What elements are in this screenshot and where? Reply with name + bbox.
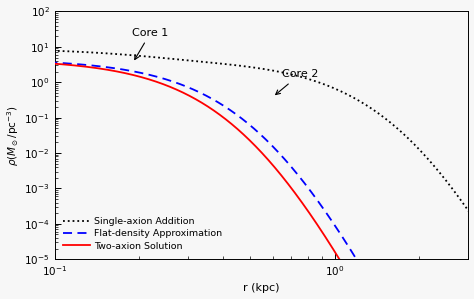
Flat-density Approximation [207, 96, 213, 100]
Flat-density Approximation [46, 60, 51, 64]
Text: Core 1: Core 1 [132, 28, 169, 60]
Single-axion Addition [46, 49, 51, 52]
Flat-density Approximation [118, 68, 124, 71]
Legend: Single-axion Addition, Flat-density Approximation, Two-axion Solution: Single-axion Addition, Flat-density Appr… [59, 213, 226, 254]
Single-axion Addition [207, 61, 213, 64]
Single-axion Addition [468, 212, 474, 216]
Two-axion Solution [94, 66, 100, 70]
Y-axis label: $\rho(M_\odot/\mathrm{pc}^{-3})$: $\rho(M_\odot/\mathrm{pc}^{-3})$ [6, 105, 21, 166]
Two-axion Solution [207, 106, 213, 110]
Two-axion Solution [46, 62, 51, 65]
Two-axion Solution [226, 120, 231, 123]
Flat-density Approximation [226, 107, 231, 111]
Flat-density Approximation [94, 64, 100, 68]
Line: Single-axion Addition: Single-axion Addition [48, 51, 471, 214]
X-axis label: r (kpc): r (kpc) [243, 283, 280, 293]
Single-axion Addition [226, 62, 231, 66]
Single-axion Addition [414, 145, 419, 149]
Two-axion Solution [118, 71, 124, 74]
Single-axion Addition [459, 200, 465, 204]
Single-axion Addition [94, 51, 100, 54]
Line: Flat-density Approximation: Flat-density Approximation [48, 62, 471, 299]
Text: Core 2: Core 2 [276, 69, 318, 94]
Single-axion Addition [118, 53, 124, 56]
Line: Two-axion Solution: Two-axion Solution [48, 63, 471, 299]
